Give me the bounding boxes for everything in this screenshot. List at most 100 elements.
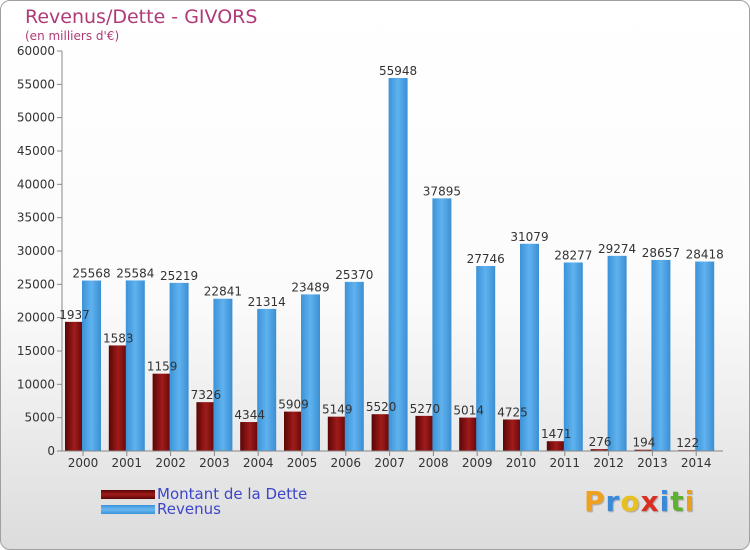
y-tick-label: 25000	[17, 277, 55, 291]
bar-dette	[459, 417, 479, 451]
bar-revenus	[432, 198, 452, 451]
data-label-dette: 4725	[497, 406, 528, 420]
data-label-revenus: 55948	[379, 64, 417, 78]
x-tick-label: 2014	[681, 456, 712, 470]
bar-dette	[152, 373, 172, 451]
bar-revenus	[169, 282, 189, 451]
data-label-revenus: 23489	[291, 280, 329, 294]
data-label-dette: 1159	[147, 360, 178, 374]
data-label-revenus: 25568	[72, 267, 110, 281]
logo-letter: t	[670, 485, 685, 518]
data-label-revenus: 31079	[510, 230, 548, 244]
logo-letter: o	[620, 485, 641, 518]
data-label-revenus: 25370	[335, 268, 373, 282]
bar-revenus	[213, 298, 233, 451]
chart-subtitle: (en milliers d'€)	[25, 29, 120, 43]
bar-revenus	[520, 243, 539, 451]
bar-revenus	[82, 280, 101, 451]
x-tick-label: 2002	[155, 456, 186, 470]
x-tick-label: 2000	[68, 456, 99, 470]
data-label-revenus: 22841	[204, 285, 242, 299]
legend-label-revenus: Revenus	[157, 500, 221, 518]
bar-dette	[590, 449, 610, 451]
x-tick-label: 2007	[374, 456, 405, 470]
bar-dette	[284, 411, 303, 451]
y-tick-label: 50000	[17, 111, 55, 125]
data-label-revenus: 28418	[686, 248, 724, 262]
bar-dette	[546, 441, 566, 451]
x-tick-label: 2013	[637, 456, 668, 470]
y-tick-label: 45000	[17, 144, 55, 158]
x-tick-label: 2006	[331, 456, 362, 470]
bar-revenus	[125, 280, 145, 451]
data-label-dette: 276	[589, 435, 612, 449]
legend-label-dette: Montant de la Dette	[157, 485, 308, 503]
bar-dette	[240, 422, 260, 451]
data-label-dette: 1937	[59, 308, 90, 322]
chart-title: Revenus/Dette - GIVORS	[25, 6, 258, 28]
x-tick-label: 2005	[287, 456, 318, 470]
x-tick-label: 2012	[593, 456, 624, 470]
data-label-dette: 5270	[410, 402, 441, 416]
data-label-revenus: 28657	[642, 246, 680, 260]
bar-revenus	[301, 294, 320, 451]
x-tick-label: 2001	[112, 456, 143, 470]
bar-revenus	[476, 266, 496, 451]
data-label-revenus: 25219	[160, 269, 198, 283]
x-tick-label: 2004	[243, 456, 274, 470]
bar-dette	[634, 449, 654, 451]
y-tick-label: 0	[47, 444, 55, 458]
bar-revenus	[344, 281, 364, 451]
bar-revenus	[607, 255, 627, 451]
data-label-revenus: 29274	[598, 242, 636, 256]
labels-layer: 1937 25568 1583 25584 1159 25219 7326 22841 4344…	[59, 64, 724, 450]
y-tick-label: 5000	[24, 411, 55, 425]
data-label-revenus: 25584	[116, 266, 154, 280]
x-tick-label: 2008	[418, 456, 449, 470]
legend-swatch-revenus	[101, 505, 155, 514]
x-tick-label: 2009	[462, 456, 493, 470]
bar-revenus	[563, 262, 583, 451]
bar-dette	[503, 419, 522, 451]
bar-dette	[108, 345, 128, 451]
logo-letter: r	[605, 485, 621, 518]
logo-letter: i	[659, 485, 671, 518]
data-label-dette: 4344	[234, 408, 265, 422]
y-tick-label: 60000	[17, 44, 55, 58]
proxiti-logo: Proxiti	[584, 485, 695, 518]
data-label-revenus: 37895	[423, 184, 461, 198]
y-tick-label: 35000	[17, 211, 55, 225]
bar-revenus	[695, 261, 715, 451]
x-tick-label: 2011	[550, 456, 581, 470]
bar-dette	[196, 402, 216, 451]
data-label-dette: 7326	[191, 388, 222, 402]
y-tick-label: 20000	[17, 311, 55, 325]
logo-letter: x	[640, 485, 660, 518]
axis-layer: 0 5000 10000 15000 20000 25000 30000 35000 40000…	[17, 44, 723, 470]
legend-swatch-dette	[101, 490, 155, 499]
data-label-revenus: 28277	[554, 248, 592, 262]
y-tick-label: 30000	[17, 244, 55, 258]
bar-revenus	[651, 259, 671, 451]
y-tick-label: 10000	[17, 377, 55, 391]
logo-letter: i	[684, 485, 696, 518]
data-label-dette: 5520	[366, 400, 397, 414]
bars-layer	[65, 78, 715, 451]
bar-dette	[65, 321, 84, 451]
data-label-dette: 122	[676, 436, 699, 450]
data-label-dette: 194	[632, 436, 655, 450]
y-tick-label: 15000	[17, 344, 55, 358]
bar-revenus	[388, 78, 408, 451]
data-label-dette: 5909	[278, 398, 309, 412]
bar-dette	[371, 414, 391, 451]
y-tick-label: 40000	[17, 177, 55, 191]
data-label-dette: 5149	[322, 403, 353, 417]
data-label-dette: 1471	[541, 427, 572, 441]
logo-letter: P	[584, 485, 606, 518]
y-tick-label: 55000	[17, 77, 55, 91]
data-label-revenus: 27746	[467, 252, 505, 266]
x-tick-label: 2003	[199, 456, 230, 470]
x-tick-label: 2010	[506, 456, 537, 470]
